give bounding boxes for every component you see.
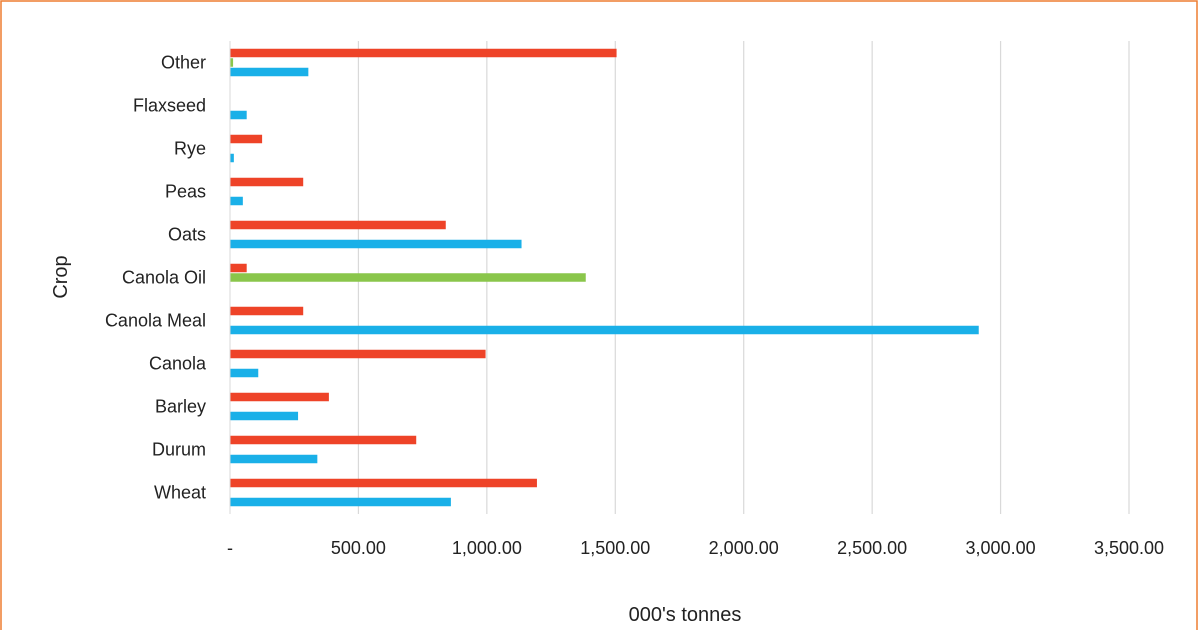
bar — [230, 392, 329, 402]
y-tick-label: Durum — [152, 440, 206, 460]
bar — [230, 67, 309, 77]
y-tick-label: Canola Oil — [122, 268, 206, 288]
x-tick-label: 1,500.00 — [580, 538, 650, 558]
bar — [230, 368, 259, 378]
y-tick-label: Peas — [165, 182, 206, 202]
bar — [230, 220, 446, 230]
bar — [230, 153, 234, 163]
bar — [230, 454, 318, 464]
bar — [230, 58, 234, 67]
y-tick-label: Other — [161, 53, 206, 73]
x-tick-label: 500.00 — [331, 538, 386, 558]
bar — [230, 349, 486, 359]
bar — [230, 497, 451, 507]
bar — [230, 478, 537, 488]
x-tick-label: 2,000.00 — [709, 538, 779, 558]
bar — [230, 435, 417, 445]
x-axis-title: 000's tonnes — [629, 604, 742, 626]
bar — [230, 110, 247, 120]
bar — [230, 306, 304, 316]
bar — [230, 177, 304, 187]
y-tick-label: Wheat — [154, 483, 206, 503]
y-tick-label: Canola Meal — [105, 311, 206, 331]
y-tick-labels: Wheat Durum Barley Canola Canola Meal Canola … — [105, 53, 207, 503]
bar — [230, 273, 586, 282]
y-tick-label: Flaxseed — [133, 96, 206, 116]
bar — [230, 411, 299, 421]
y-tick-label: Canola — [149, 354, 207, 374]
y-tick-label: Rye — [174, 139, 206, 159]
bar — [230, 196, 243, 206]
plot-area — [230, 48, 979, 507]
x-tick-label: 1,000.00 — [452, 538, 522, 558]
bar — [230, 48, 617, 58]
bar — [230, 239, 522, 249]
x-tick-label: 3,000.00 — [966, 538, 1036, 558]
x-tick-label: 2,500.00 — [837, 538, 907, 558]
y-tick-label: Barley — [155, 397, 206, 417]
y-axis-title: Crop — [50, 255, 72, 298]
bar — [230, 325, 979, 335]
bar — [230, 263, 247, 273]
x-tick-label: 3,500.00 — [1094, 538, 1164, 558]
y-tick-label: Oats — [168, 225, 206, 245]
x-tick-label: - — [227, 538, 233, 558]
bar — [230, 134, 263, 144]
x-tick-labels: - 500.00 1,000.00 1,500.00 2,000.00 2,500.00 3… — [227, 538, 1164, 558]
